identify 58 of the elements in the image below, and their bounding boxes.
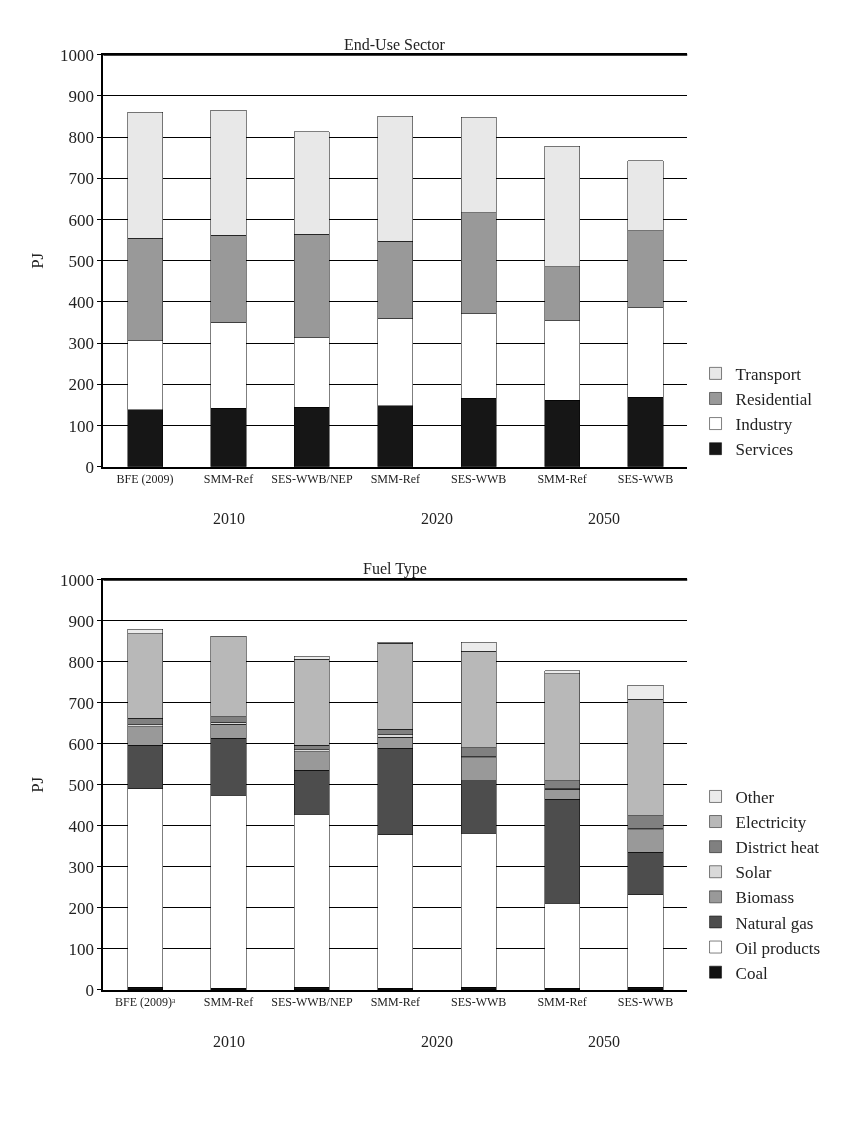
legend-label: Solar — [735, 863, 772, 883]
y-tick-label: 600 — [68, 734, 94, 754]
y-tick-label: 800 — [68, 652, 94, 672]
x-tick-label: SMM-Ref — [203, 472, 254, 487]
x-tick-label: BFE (2009) — [116, 472, 174, 487]
x-tick-label: SMM-Ref — [370, 995, 420, 1010]
y-tick-label: 500 — [68, 251, 94, 271]
text: 2020 — [421, 1033, 453, 1050]
legend-label: Other — [735, 788, 775, 808]
y-tick-label: 0 — [85, 980, 94, 1000]
y-tick-label: 700 — [68, 169, 94, 189]
y-tick-label: 900 — [68, 611, 94, 631]
y-tick-label: 100 — [68, 416, 94, 436]
chart-title: End-Use Sector — [344, 36, 446, 53]
y-axis-title: PJ — [28, 776, 48, 793]
legend-label: Residential — [735, 390, 813, 410]
x-tick-label: SES-WWB — [451, 995, 507, 1010]
y-axis-title: PJ — [28, 252, 48, 269]
legend-label: Services — [735, 440, 794, 460]
legend-label: Industry — [735, 415, 793, 435]
x-tick-label: SMM-Ref — [203, 995, 254, 1010]
y-tick-label: 400 — [68, 816, 94, 836]
y-tick-label: 200 — [68, 375, 94, 395]
y-tick-label: 700 — [68, 693, 94, 713]
y-tick-label: 900 — [68, 86, 94, 106]
y-tick-label: 0 — [85, 457, 94, 477]
text: 2010 — [213, 510, 245, 527]
x-tick-label: SES-WWB — [617, 472, 674, 487]
x-tick-label: SES-WWB/NEP — [271, 472, 353, 487]
legend-label: District heat — [735, 838, 820, 858]
legend-label: Natural gas — [735, 913, 814, 933]
y-tick-label: 600 — [68, 210, 94, 230]
y-tick-label: 300 — [68, 334, 94, 354]
x-tick-label: SES-WWB — [451, 472, 507, 487]
y-tick-label: 400 — [68, 292, 94, 312]
y-tick-label: 300 — [68, 857, 94, 877]
text: 2010 — [213, 1033, 245, 1050]
text: 2050 — [588, 510, 620, 527]
legend-label: Oil products — [735, 938, 821, 958]
y-tick-label: 800 — [68, 128, 94, 148]
x-tick-label: SES-WWB/NEP — [271, 995, 353, 1010]
x-tick-label: SMM-Ref — [537, 472, 587, 487]
text: 2020 — [421, 510, 453, 527]
x-tick-label: SES-WWB — [617, 995, 674, 1010]
x-tick-label: SMM-Ref — [370, 472, 420, 487]
legend-label: Coal — [735, 963, 768, 983]
y-tick-label: 1000 — [60, 570, 94, 590]
chart-title: Fuel Type — [363, 560, 427, 578]
y-tick-label: 100 — [68, 939, 94, 959]
text: 2050 — [588, 1033, 620, 1050]
legend-label: Electricity — [735, 813, 807, 833]
x-tick-label: BFE (2009)ᵃ — [114, 995, 176, 1010]
legend-label: Transport — [735, 365, 802, 385]
y-tick-label: 500 — [68, 775, 94, 795]
y-tick-label: 200 — [68, 898, 94, 918]
y-tick-label: 1000 — [60, 45, 94, 65]
x-tick-label: SMM-Ref — [537, 995, 587, 1010]
legend-label: Biomass — [735, 888, 795, 908]
